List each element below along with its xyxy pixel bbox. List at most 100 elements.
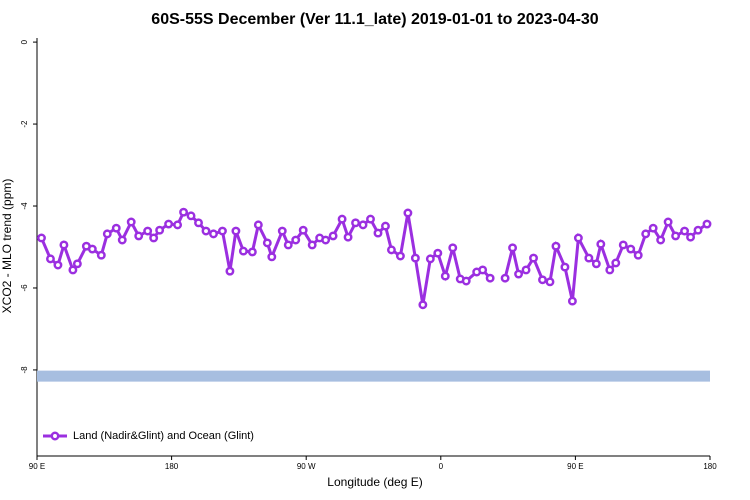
data-point (87, 244, 97, 254)
data-point (231, 226, 241, 236)
data-point (641, 229, 651, 239)
data-point (262, 238, 272, 248)
data-point (37, 233, 46, 243)
data-point (671, 231, 681, 241)
data-point (648, 223, 658, 233)
data-point (111, 223, 121, 233)
data-point (209, 229, 218, 239)
data-point (618, 240, 628, 250)
data-point (337, 214, 347, 224)
data-point (418, 300, 428, 310)
data-point (386, 245, 396, 255)
data-point (395, 251, 405, 261)
data-point (461, 276, 471, 286)
data-point (529, 253, 538, 263)
y-tick-label: -8 (20, 366, 29, 374)
data-point (155, 225, 165, 235)
data-point (134, 231, 144, 241)
data-point (538, 275, 547, 285)
data-point (173, 220, 183, 230)
data-point (143, 226, 153, 236)
data-point (253, 220, 263, 230)
data-point (238, 246, 248, 256)
data-point (433, 248, 443, 258)
y-tick-label: -2 (20, 120, 29, 128)
data-point (351, 218, 361, 228)
x-tick-label: 0 (439, 462, 444, 471)
data-point (217, 226, 227, 236)
data-point (626, 244, 636, 254)
data-point (478, 265, 488, 275)
data-point (410, 253, 420, 263)
y-tick-label: -6 (20, 284, 29, 292)
y-tick-label: -4 (20, 202, 29, 210)
data-point (514, 269, 524, 279)
data-point (656, 235, 666, 245)
data-point (126, 217, 136, 227)
x-tick-label: 180 (703, 462, 717, 471)
data-point (702, 219, 712, 229)
data-point (247, 247, 257, 257)
data-point (291, 235, 301, 245)
data-point (179, 207, 189, 217)
data-point (596, 239, 606, 249)
data-point (96, 250, 106, 260)
data-point (440, 271, 450, 281)
data-point (201, 226, 211, 236)
data-point (425, 254, 435, 264)
data-point (605, 265, 615, 275)
data-point (117, 235, 127, 245)
data-point (267, 252, 277, 262)
data-point (328, 231, 338, 241)
data-point (321, 235, 331, 245)
data-point (277, 226, 287, 236)
legend-marker (50, 431, 60, 441)
x-tick-label: 180 (165, 462, 179, 471)
data-point (283, 240, 293, 250)
series-line (40, 210, 708, 306)
x-tick-label: 90 E (29, 462, 45, 471)
data-point (686, 232, 696, 242)
data-point (194, 218, 203, 228)
y-axis-title: XCO2 - MLO trend (ppm) (0, 179, 14, 314)
data-point (521, 265, 531, 275)
data-point (508, 243, 518, 253)
data-point (225, 266, 235, 276)
data-point (381, 221, 390, 231)
data-point (343, 232, 353, 242)
data-point (573, 233, 583, 243)
data-point (53, 260, 63, 270)
data-point (46, 254, 55, 264)
data-point (584, 253, 594, 263)
data-point (72, 259, 82, 269)
data-point (149, 233, 159, 243)
data-point (164, 219, 174, 229)
data-point (680, 226, 690, 236)
data-point (307, 240, 317, 250)
x-tick-label: 90 E (567, 462, 583, 471)
data-point (633, 250, 643, 260)
data-point (500, 273, 510, 283)
data-point (68, 265, 78, 275)
x-axis-title: Longitude (deg E) (327, 475, 422, 489)
data-point (358, 220, 368, 230)
data-point (551, 241, 561, 251)
data-point (403, 208, 413, 218)
data-point (102, 229, 112, 239)
data-point (448, 243, 458, 253)
data-point (611, 258, 621, 268)
data-point (567, 296, 577, 306)
data-point (186, 211, 196, 221)
chart-title: 60S-55S December (Ver 11.1_late) 2019-01… (151, 11, 599, 28)
data-point (545, 277, 555, 287)
data-point (373, 228, 383, 238)
data-point (560, 262, 570, 272)
data-point (298, 225, 308, 235)
data-point (591, 259, 601, 269)
data-point (693, 225, 703, 235)
data-point (59, 240, 69, 250)
x-tick-label: 90 W (297, 462, 316, 471)
data-point (485, 273, 495, 283)
data-point (366, 214, 375, 224)
